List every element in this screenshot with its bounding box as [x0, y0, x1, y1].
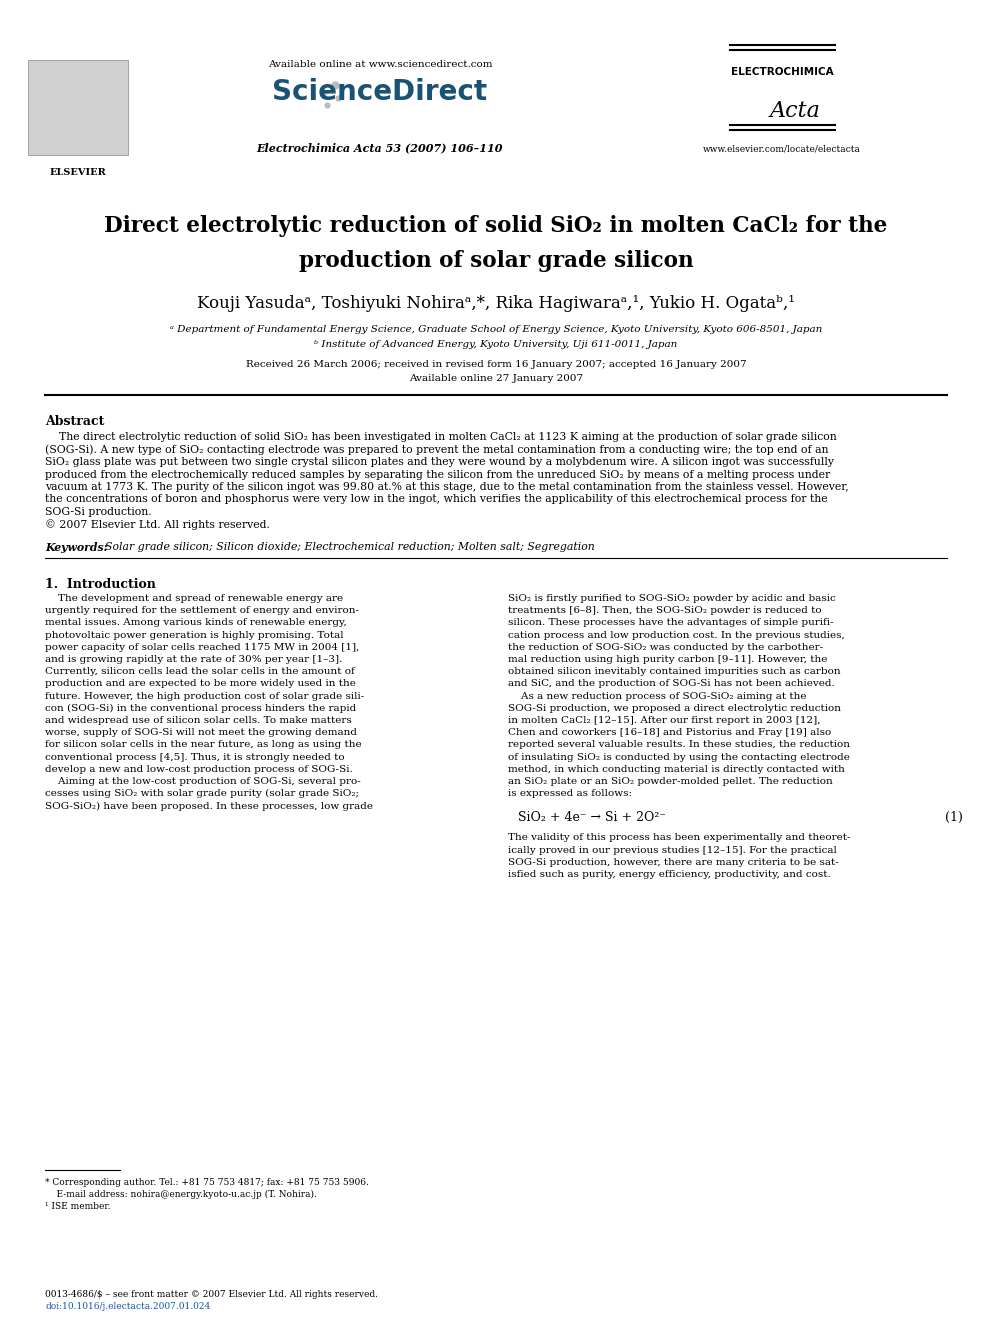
Text: SiO₂ + 4e⁻ → Si + 2O²⁻: SiO₂ + 4e⁻ → Si + 2O²⁻ [518, 811, 666, 824]
Text: future. However, the high production cost of solar grade sili-: future. However, the high production cos… [45, 692, 364, 701]
Text: ᵇ Institute of Advanced Energy, Kyoto University, Uji 611-0011, Japan: ᵇ Institute of Advanced Energy, Kyoto Un… [314, 340, 678, 349]
Text: Currently, silicon cells lead the solar cells in the amount of: Currently, silicon cells lead the solar … [45, 667, 355, 676]
Text: isfied such as purity, energy efficiency, productivity, and cost.: isfied such as purity, energy efficiency… [508, 871, 830, 878]
Text: photovoltaic power generation is highly promising. Total: photovoltaic power generation is highly … [45, 631, 343, 639]
Text: (SOG-Si). A new type of SiO₂ contacting electrode was prepared to prevent the me: (SOG-Si). A new type of SiO₂ contacting … [45, 445, 828, 455]
Text: obtained silicon inevitably contained impurities such as carbon: obtained silicon inevitably contained im… [508, 667, 840, 676]
Text: vacuum at 1773 K. The purity of the silicon ingot was 99.80 at.% at this stage, : vacuum at 1773 K. The purity of the sili… [45, 482, 849, 492]
Text: ically proved in our previous studies [12–15]. For the practical: ically proved in our previous studies [1… [508, 845, 837, 855]
Text: doi:10.1016/j.electacta.2007.01.024: doi:10.1016/j.electacta.2007.01.024 [45, 1302, 210, 1311]
Text: is expressed as follows:: is expressed as follows: [508, 790, 632, 798]
Text: As a new reduction process of SOG-SiO₂ aiming at the: As a new reduction process of SOG-SiO₂ a… [508, 692, 806, 701]
Text: www.elsevier.com/locate/electacta: www.elsevier.com/locate/electacta [703, 146, 861, 153]
Text: urgently required for the settlement of energy and environ-: urgently required for the settlement of … [45, 606, 359, 615]
Text: Received 26 March 2006; received in revised form 16 January 2007; accepted 16 Ja: Received 26 March 2006; received in revi… [246, 360, 746, 369]
Text: produced from the electrochemically reduced samples by separating the silicon fr: produced from the electrochemically redu… [45, 470, 830, 479]
Text: 0013-4686/$ – see front matter © 2007 Elsevier Ltd. All rights reserved.: 0013-4686/$ – see front matter © 2007 El… [45, 1290, 378, 1299]
Text: the concentrations of boron and phosphorus were very low in the ingot, which ver: the concentrations of boron and phosphor… [45, 495, 827, 504]
Text: con (SOG-Si) in the conventional process hinders the rapid: con (SOG-Si) in the conventional process… [45, 704, 356, 713]
Text: Solar grade silicon; Silicon dioxide; Electrochemical reduction; Molten salt; Se: Solar grade silicon; Silicon dioxide; El… [105, 542, 595, 552]
Text: Electrochimica Acta 53 (2007) 106–110: Electrochimica Acta 53 (2007) 106–110 [257, 142, 503, 153]
Text: mal reduction using high purity carbon [9–11]. However, the: mal reduction using high purity carbon [… [508, 655, 827, 664]
Text: SOG-Si production, however, there are many criteria to be sat-: SOG-Si production, however, there are ma… [508, 857, 839, 867]
Text: SiO₂ glass plate was put between two single crystal silicon plates and they were: SiO₂ glass plate was put between two sin… [45, 456, 834, 467]
Text: and widespread use of silicon solar cells. To make matters: and widespread use of silicon solar cell… [45, 716, 352, 725]
Text: Available online 27 January 2007: Available online 27 January 2007 [409, 374, 583, 382]
Text: SOG-Si production.: SOG-Si production. [45, 507, 152, 517]
Text: silicon. These processes have the advantages of simple purifi-: silicon. These processes have the advant… [508, 618, 833, 627]
Text: Keywords:: Keywords: [45, 542, 107, 553]
Text: ScienceDirect: ScienceDirect [273, 78, 487, 106]
Text: develop a new and low-cost production process of SOG-Si.: develop a new and low-cost production pr… [45, 765, 353, 774]
Text: SiO₂ is firstly purified to SOG-SiO₂ powder by acidic and basic: SiO₂ is firstly purified to SOG-SiO₂ pow… [508, 594, 835, 603]
Text: in molten CaCl₂ [12–15]. After our first report in 2003 [12],: in molten CaCl₂ [12–15]. After our first… [508, 716, 820, 725]
Text: cation process and low production cost. In the previous studies,: cation process and low production cost. … [508, 631, 845, 639]
Text: Kouji Yasudaᵃ, Toshiyuki Nohiraᵃ,*, Rika Hagiwaraᵃ,¹, Yukio H. Ogataᵇ,¹: Kouji Yasudaᵃ, Toshiyuki Nohiraᵃ,*, Rika… [197, 295, 795, 312]
Text: and is growing rapidly at the rate of 30% per year [1–3].: and is growing rapidly at the rate of 30… [45, 655, 342, 664]
Text: Available online at www.sciencedirect.com: Available online at www.sciencedirect.co… [268, 60, 492, 69]
Text: reported several valuable results. In these studies, the reduction: reported several valuable results. In th… [508, 741, 850, 749]
Text: method, in which conducting material is directly contacted with: method, in which conducting material is … [508, 765, 845, 774]
Text: production of solar grade silicon: production of solar grade silicon [299, 250, 693, 273]
Text: Abstract: Abstract [45, 415, 104, 429]
Text: Aiming at the low-cost production of SOG-Si, several pro-: Aiming at the low-cost production of SOG… [45, 777, 361, 786]
Text: the reduction of SOG-SiO₂ was conducted by the carbother-: the reduction of SOG-SiO₂ was conducted … [508, 643, 823, 652]
Text: Acta: Acta [770, 101, 820, 122]
FancyBboxPatch shape [28, 60, 128, 155]
Text: an SiO₂ plate or an SiO₂ powder-molded pellet. The reduction: an SiO₂ plate or an SiO₂ powder-molded p… [508, 777, 832, 786]
Text: * Corresponding author. Tel.: +81 75 753 4817; fax: +81 75 753 5906.: * Corresponding author. Tel.: +81 75 753… [45, 1177, 369, 1187]
Text: for silicon solar cells in the near future, as long as using the: for silicon solar cells in the near futu… [45, 741, 362, 749]
Text: Direct electrolytic reduction of solid SiO₂ in molten CaCl₂ for the: Direct electrolytic reduction of solid S… [104, 216, 888, 237]
Text: E-mail address: nohira@energy.kyoto-u.ac.jp (T. Nohira).: E-mail address: nohira@energy.kyoto-u.ac… [45, 1189, 316, 1199]
Text: The direct electrolytic reduction of solid SiO₂ has been investigated in molten : The direct electrolytic reduction of sol… [45, 433, 836, 442]
Text: ELSEVIER: ELSEVIER [50, 168, 106, 177]
Text: SOG-SiO₂) have been proposed. In these processes, low grade: SOG-SiO₂) have been proposed. In these p… [45, 802, 373, 811]
Text: power capacity of solar cells reached 1175 MW in 2004 [1],: power capacity of solar cells reached 11… [45, 643, 359, 652]
Text: treatments [6–8]. Then, the SOG-SiO₂ powder is reduced to: treatments [6–8]. Then, the SOG-SiO₂ pow… [508, 606, 821, 615]
Text: 1.  Introduction: 1. Introduction [45, 578, 156, 591]
Text: ELECTROCHIMICA: ELECTROCHIMICA [731, 67, 833, 77]
Text: ᵃ Department of Fundamental Energy Science, Graduate School of Energy Science, K: ᵃ Department of Fundamental Energy Scien… [170, 325, 822, 333]
Text: ¹ ISE member.: ¹ ISE member. [45, 1203, 111, 1211]
Text: (1): (1) [945, 811, 963, 824]
Text: production and are expected to be more widely used in the: production and are expected to be more w… [45, 680, 356, 688]
Text: worse, supply of SOG-Si will not meet the growing demand: worse, supply of SOG-Si will not meet th… [45, 728, 357, 737]
Text: mental issues. Among various kinds of renewable energy,: mental issues. Among various kinds of re… [45, 618, 347, 627]
Text: of insulating SiO₂ is conducted by using the contacting electrode: of insulating SiO₂ is conducted by using… [508, 753, 850, 762]
Text: SOG-Si production, we proposed a direct electrolytic reduction: SOG-Si production, we proposed a direct … [508, 704, 841, 713]
Text: The validity of this process has been experimentally and theoret-: The validity of this process has been ex… [508, 833, 850, 843]
Text: Chen and coworkers [16–18] and Pistorius and Fray [19] also: Chen and coworkers [16–18] and Pistorius… [508, 728, 831, 737]
Text: cesses using SiO₂ with solar grade purity (solar grade SiO₂;: cesses using SiO₂ with solar grade purit… [45, 790, 359, 798]
Text: and SiC, and the production of SOG-Si has not been achieved.: and SiC, and the production of SOG-Si ha… [508, 680, 834, 688]
Text: conventional process [4,5]. Thus, it is strongly needed to: conventional process [4,5]. Thus, it is … [45, 753, 344, 762]
Text: © 2007 Elsevier Ltd. All rights reserved.: © 2007 Elsevier Ltd. All rights reserved… [45, 520, 270, 531]
Text: The development and spread of renewable energy are: The development and spread of renewable … [45, 594, 343, 603]
